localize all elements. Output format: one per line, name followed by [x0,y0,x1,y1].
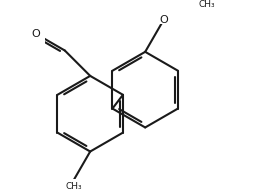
Text: CH₃: CH₃ [199,0,215,9]
Text: O: O [160,15,168,25]
Text: O: O [31,29,40,39]
Text: CH₃: CH₃ [66,182,82,191]
